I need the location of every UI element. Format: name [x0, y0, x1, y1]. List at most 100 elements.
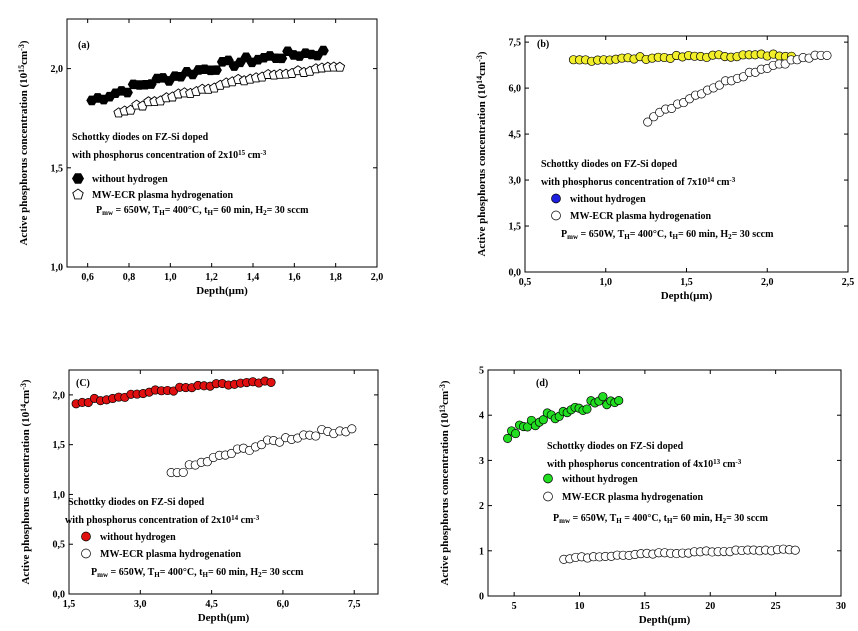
data-point: [643, 117, 653, 127]
data-point: [266, 377, 276, 387]
plot-frame: [68, 369, 379, 595]
x-tick-label: 1,5: [63, 599, 76, 610]
series-without-hydrogen: [71, 376, 276, 409]
panel-d: 5 10 15 20 25 30 0 1 2 3 4 5 Depth(µm) Active phospho…: [438, 366, 846, 627]
y-axis-label: Active phosphorus concentration (1013cm-…: [438, 380, 451, 585]
legend-label: MW-ECR plasma hydrogenation: [100, 549, 242, 560]
x-axis-label: Depth(µm): [196, 285, 248, 297]
legend-label: MW-ECR plasma hydrogenation: [562, 492, 704, 503]
data-point: [822, 50, 832, 60]
legend-marker: [81, 548, 91, 559]
y-tick-label: 6,0: [509, 84, 522, 95]
legend-marker: [543, 473, 553, 484]
x-tick-label: 2,5: [842, 277, 855, 288]
conditions-annotation: Pmw = 650W, TH= 400°C, tH= 60 min, H2= 3…: [91, 567, 304, 579]
plot-frame: [487, 369, 842, 597]
sample-annotation: with phosphorus concentration of 4x1013 …: [547, 458, 742, 470]
panel-b: 0,5 1,0 1,5 2,0 2,5 0,0 1,5 3,0 4,5 6,0 7,5 Depth(µ…: [475, 35, 855, 302]
x-tick-label: 1,0: [164, 272, 177, 283]
sample-annotation: Schottky diodes on FZ-Si doped: [68, 497, 205, 508]
panel-a: 0,6 0,8 1,0 1,2 1,4 1,6 1,8 2,0 1,0 1,5 2,0 Depth(µ…: [17, 18, 384, 297]
x-tick-label: 1,6: [288, 272, 301, 283]
y-tick-label: 1,5: [53, 440, 66, 451]
x-axis-label: Depth(µm): [661, 290, 713, 302]
data-point: [275, 437, 285, 447]
y-tick-label: 0,0: [509, 268, 522, 279]
y-tick-label: 1,5: [51, 163, 64, 174]
data-point: [334, 61, 346, 72]
data-point: [311, 431, 321, 441]
legend: without hydrogen MW-ECR plasma hydrogenat…: [543, 473, 704, 503]
x-tick-label: 0,6: [81, 272, 94, 283]
x-tick-label: 4,5: [205, 599, 218, 610]
series-hydrogenated: [643, 50, 832, 127]
series-without-hydrogen: [86, 45, 329, 106]
data-point: [614, 396, 624, 406]
x-tick-label: 1,5: [680, 277, 693, 288]
y-tick-label: 0: [479, 592, 484, 603]
y-tick-label: 2,0: [51, 64, 64, 75]
legend-marker: [543, 491, 553, 502]
data-point: [178, 467, 188, 477]
legend-label: MW-ECR plasma hydrogenation: [570, 211, 712, 222]
plot-frame: [66, 18, 378, 268]
data-point: [790, 545, 800, 555]
y-tick-label: 2,0: [53, 390, 66, 401]
data-point: [538, 415, 548, 425]
x-axis-label: Depth(µm): [639, 614, 691, 626]
x-tick-label: 0,8: [123, 272, 136, 283]
x-tick-label: 7,5: [348, 599, 361, 610]
data-point: [276, 53, 288, 64]
panel-label: (d): [536, 378, 548, 389]
legend-label: without hydrogen: [570, 194, 646, 205]
panel-label: (a): [78, 40, 90, 51]
y-tick-label: 3,0: [509, 176, 522, 187]
conditions-annotation: Pmw = 650W, TH= 400°C, tH= 60 min, H2= 3…: [96, 205, 309, 217]
sample-annotation: Schottky diodes on FZ-Si doped: [547, 441, 684, 452]
series-hydrogenated: [113, 61, 346, 118]
y-tick-label: 1,0: [53, 490, 66, 501]
x-tick-label: 1,8: [329, 272, 342, 283]
data-point: [347, 424, 357, 434]
legend: without hydrogen MW-ECR plasma hydrogenat…: [81, 531, 242, 560]
sample-annotation: Schottky diodes on FZ-Si doped: [541, 159, 678, 170]
sample-annotation: with phosphorus concentration of 2x1014 …: [65, 514, 260, 526]
y-tick-label: 0,5: [53, 540, 66, 551]
legend-marker: [551, 210, 561, 221]
x-tick-label: 2,0: [371, 272, 384, 283]
data-point: [121, 87, 133, 98]
legend-label: without hydrogen: [562, 474, 638, 485]
legend-label: without hydrogen: [100, 532, 176, 543]
data-point: [317, 45, 329, 56]
data-point: [210, 65, 222, 75]
x-tick-label: 1,0: [600, 277, 613, 288]
y-axis-label: Active phosphorus concentration (1014cm-…: [475, 51, 488, 256]
x-tick-label: 15: [640, 601, 650, 612]
sample-annotation: with phosphorus concentration of 2x1015 …: [72, 149, 267, 161]
legend-marker: [551, 193, 561, 204]
conditions-annotation: Pmw = 650W, TH = 400°C, tH= 60 min, H2= …: [553, 513, 769, 525]
x-axis-label: Depth(µm): [198, 612, 250, 624]
x-tick-label: 25: [771, 601, 781, 612]
data-point: [226, 448, 236, 459]
legend-label: MW-ECR plasma hydrogenation: [92, 190, 234, 201]
x-tick-label: 0,5: [519, 277, 532, 288]
y-tick-label: 1,0: [51, 263, 64, 274]
y-tick-label: 0,0: [53, 590, 66, 601]
series-without-hydrogen: [568, 49, 797, 66]
legend-marker: [81, 531, 91, 542]
x-tick-label: 3,0: [134, 599, 147, 610]
data-point: [582, 404, 592, 414]
y-tick-label: 2: [479, 501, 484, 512]
panel-c: 1,5 3,0 4,5 6,0 7,5 0,0 0,5 1,0 1,5 2,0 Depth(µm) A…: [19, 369, 379, 624]
legend: without hydrogen MW-ECR plasma hydrogenat…: [551, 193, 712, 222]
series-hydrogenated: [166, 424, 357, 478]
data-point: [510, 429, 521, 439]
data-point: [503, 433, 513, 443]
x-tick-label: 5: [512, 601, 517, 612]
sample-annotation: Schottky diodes on FZ-Si doped: [72, 132, 209, 143]
y-tick-label: 1: [479, 546, 484, 557]
x-tick-label: 6,0: [277, 599, 290, 610]
y-tick-label: 4: [479, 411, 484, 422]
